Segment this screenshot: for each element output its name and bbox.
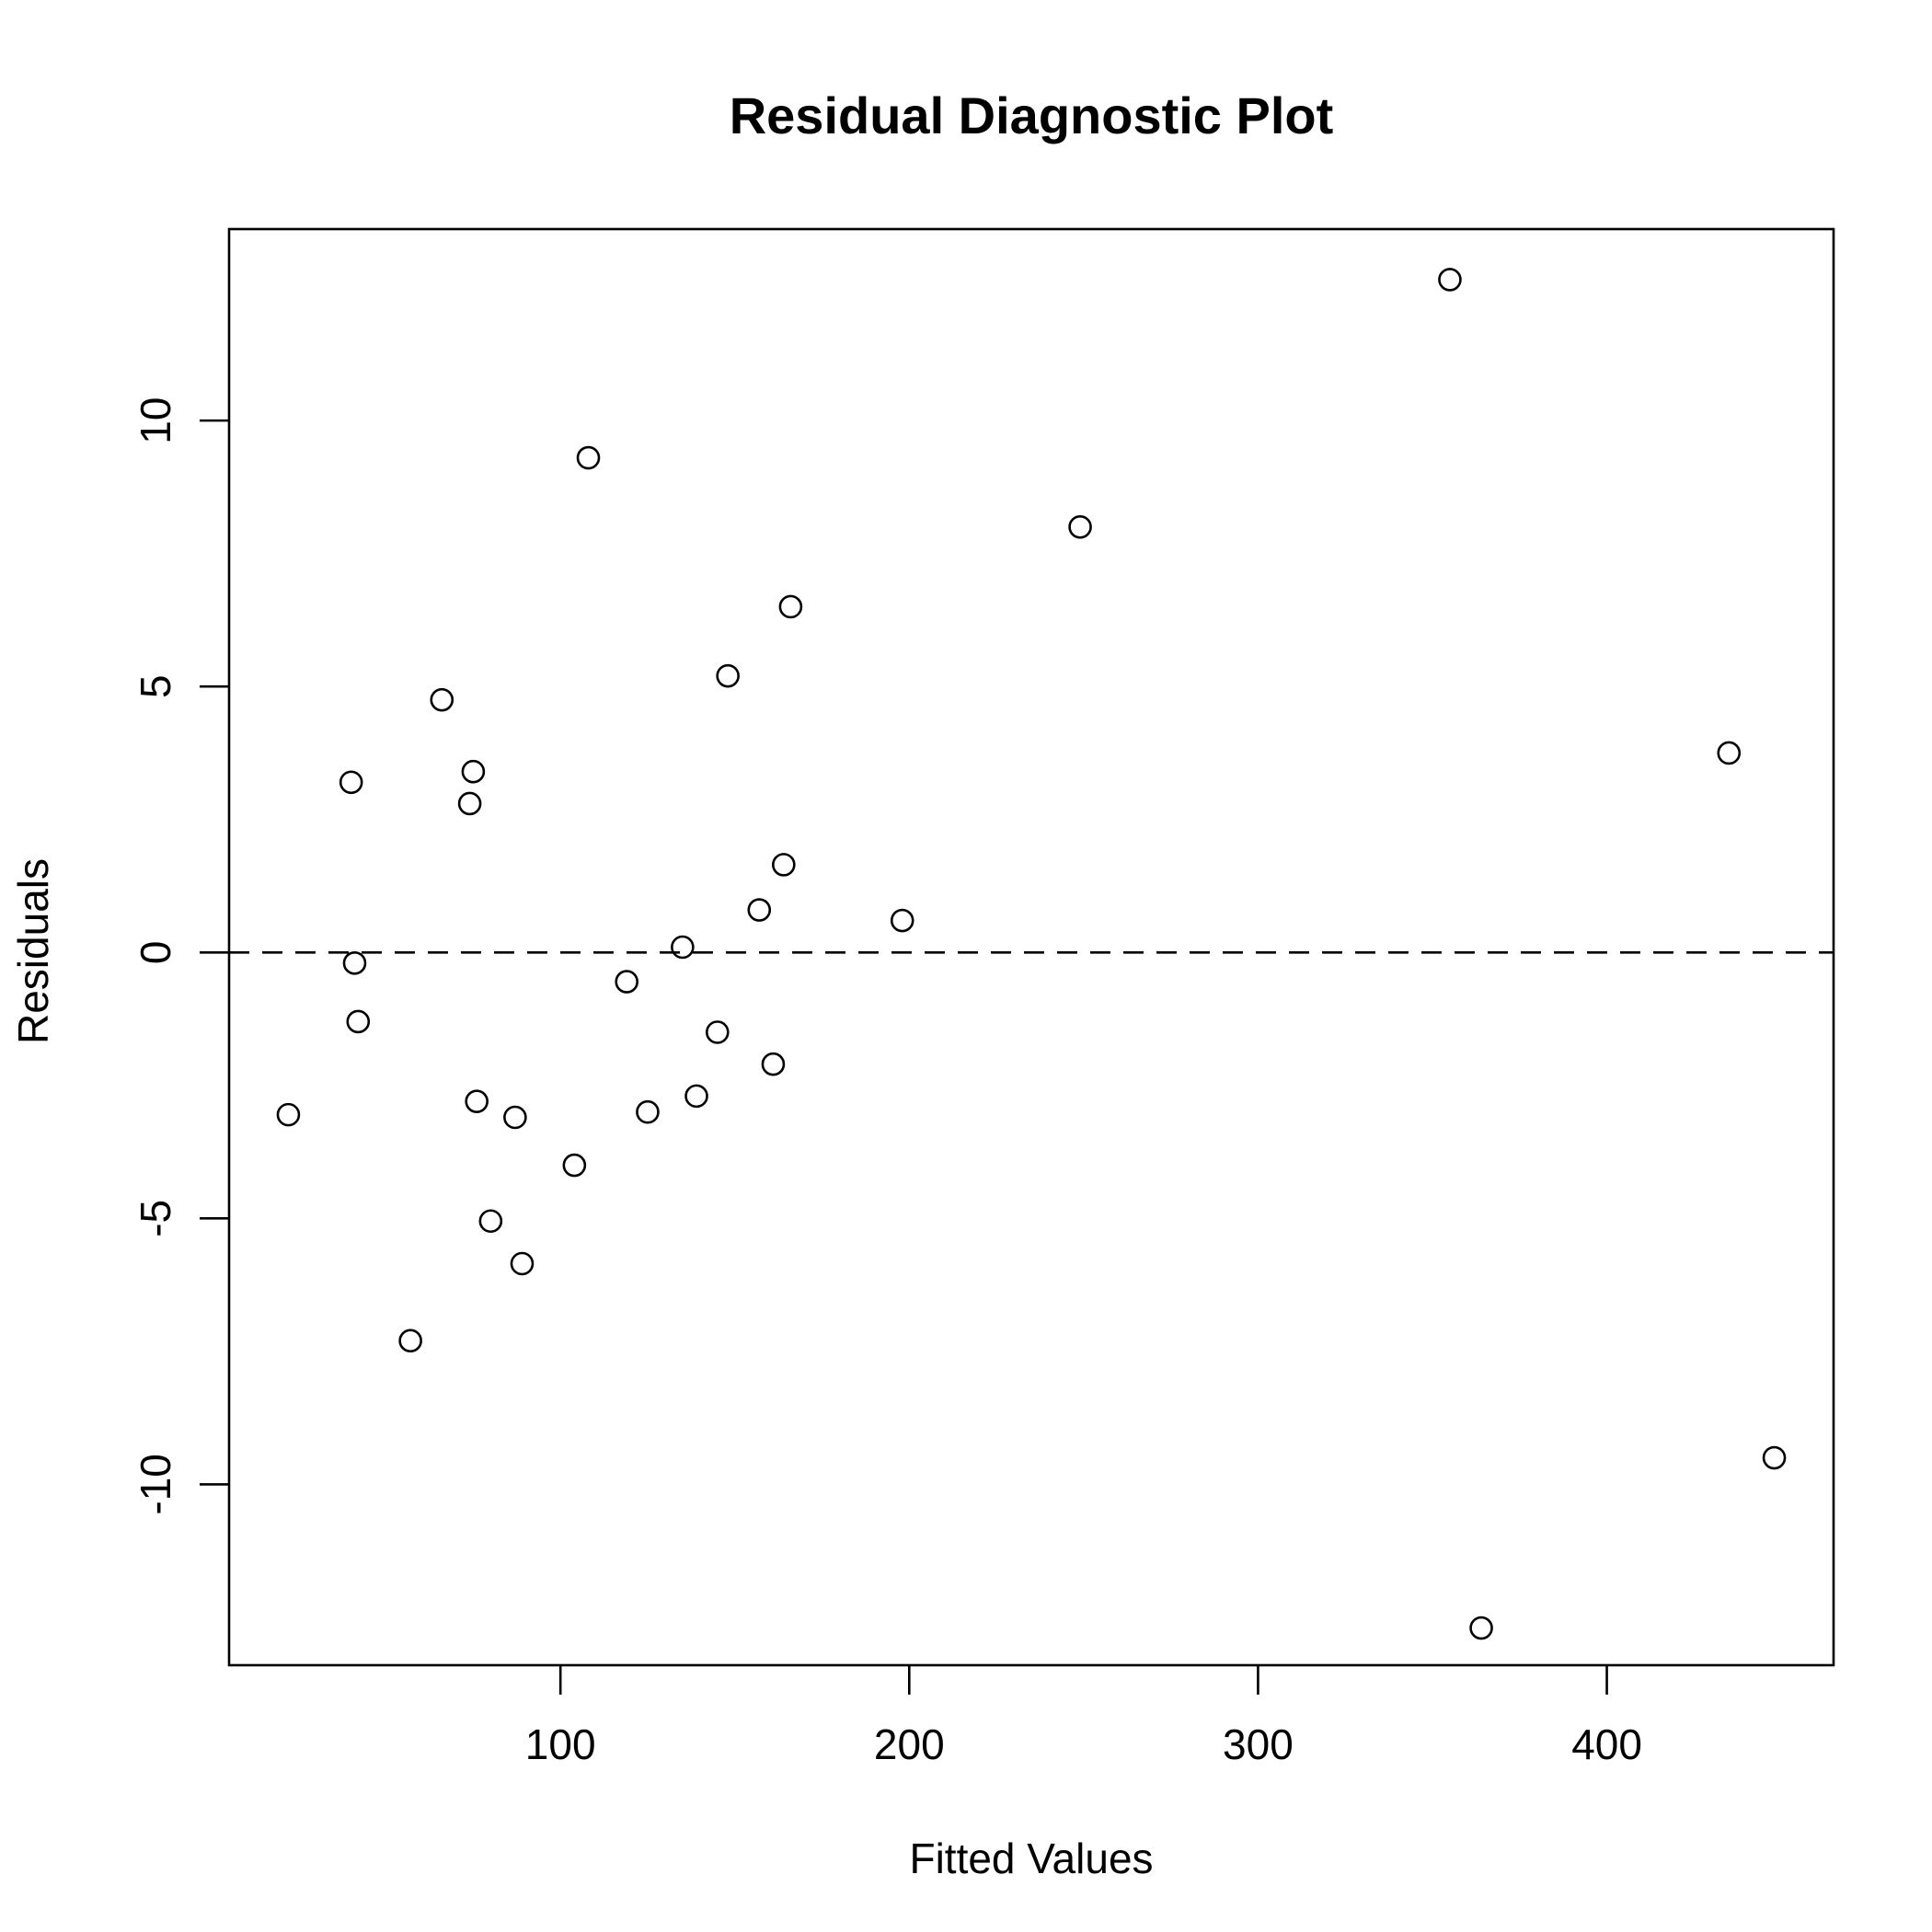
data-point — [778, 594, 803, 619]
y-tick-label: -5 — [132, 1200, 179, 1237]
data-point — [276, 1102, 301, 1127]
x-tick-label: 400 — [1571, 1720, 1642, 1768]
data-point — [503, 1105, 527, 1130]
data-point — [716, 663, 740, 688]
data-point — [461, 759, 486, 784]
x-tick-label: 100 — [525, 1720, 596, 1768]
data-point — [1762, 1445, 1787, 1470]
x-tick-label: 200 — [874, 1720, 945, 1768]
y-tick-label: 10 — [132, 397, 179, 444]
data-point — [346, 1009, 371, 1034]
data-point — [430, 687, 454, 712]
data-point — [772, 853, 796, 877]
data-point — [1438, 268, 1462, 292]
data-point — [510, 1251, 535, 1276]
chart-title: Residual Diagnostic Plot — [730, 86, 1334, 144]
data-point — [1068, 514, 1092, 539]
plot-frame — [227, 227, 1835, 1667]
data-point — [398, 1328, 422, 1353]
data-point — [761, 1052, 786, 1076]
y-tick-label: 5 — [132, 674, 179, 698]
data-points — [276, 268, 1787, 1640]
data-point — [478, 1209, 503, 1234]
x-tick-label: 300 — [1223, 1720, 1294, 1768]
data-point — [457, 791, 482, 816]
data-point — [1717, 741, 1742, 765]
x-axis-label: Fitted Values — [909, 1834, 1153, 1882]
data-point — [562, 1153, 587, 1178]
y-axis-ticks: -10 -5 0 5 10 — [132, 397, 229, 1515]
data-point — [615, 970, 639, 994]
y-tick-label: 0 — [132, 940, 179, 964]
data-point — [339, 770, 363, 795]
data-point — [636, 1099, 660, 1124]
data-point — [705, 1020, 730, 1044]
y-axis-label: Residuals — [9, 858, 57, 1044]
data-point — [576, 445, 601, 470]
data-point — [671, 935, 695, 960]
data-point — [684, 1084, 708, 1109]
x-axis-ticks: 100 200 300 400 — [525, 1665, 1642, 1768]
data-point — [342, 951, 367, 975]
y-tick-label: -10 — [132, 1454, 179, 1514]
data-point — [890, 908, 914, 933]
data-point — [747, 898, 772, 922]
data-point — [465, 1089, 489, 1113]
data-point — [1469, 1616, 1493, 1640]
